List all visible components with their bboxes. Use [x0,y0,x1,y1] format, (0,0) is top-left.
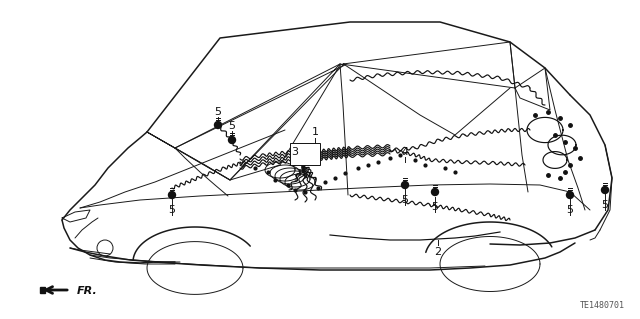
Text: 5: 5 [566,205,573,215]
Text: 1: 1 [312,127,319,137]
Text: 3: 3 [291,147,298,157]
Text: 5: 5 [602,200,609,210]
Text: 5: 5 [214,107,221,117]
Text: TE1480701: TE1480701 [580,301,625,310]
Circle shape [602,187,609,194]
Circle shape [401,182,408,189]
Text: FR.: FR. [77,286,98,296]
Circle shape [228,137,236,144]
Circle shape [168,191,175,198]
Text: 5: 5 [431,202,438,212]
Polygon shape [40,287,45,293]
Circle shape [431,189,438,196]
Text: 5: 5 [228,121,236,131]
Text: 5: 5 [168,205,175,215]
Circle shape [214,122,221,129]
Bar [290,143,320,165]
Text: 4: 4 [401,147,408,157]
Circle shape [566,191,573,198]
Text: 2: 2 [435,247,442,257]
Text: 5: 5 [401,195,408,205]
